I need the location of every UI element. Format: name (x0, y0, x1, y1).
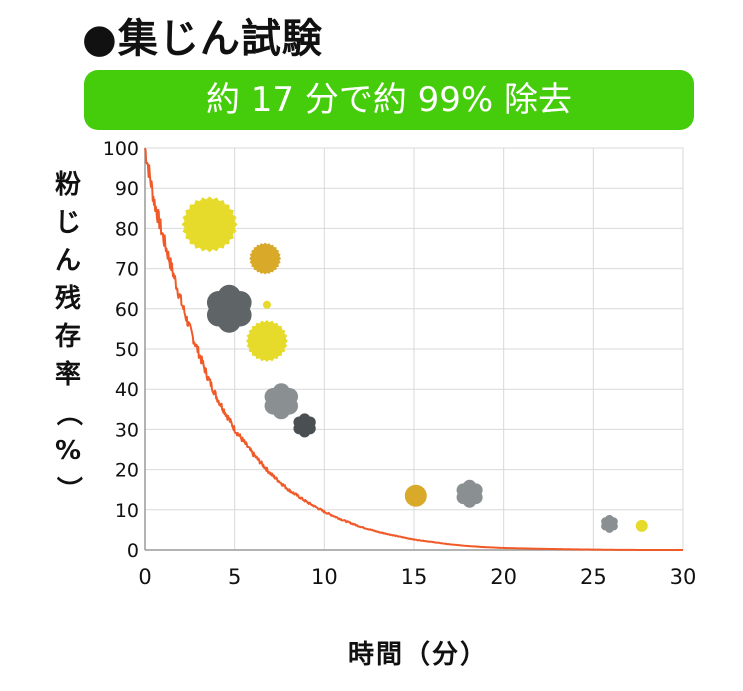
dust-particle (635, 519, 648, 532)
y-tick-label: 90 (115, 178, 139, 200)
y-tick-label: 20 (115, 460, 139, 482)
dust-particle (601, 514, 618, 533)
y-tick-label: 30 (115, 419, 139, 441)
dust-particle (404, 484, 427, 507)
dust-particle (245, 319, 288, 362)
dust-particle (181, 196, 238, 253)
dust-particle (249, 242, 282, 275)
y-tick-label: 80 (115, 218, 139, 240)
dust-particle (206, 284, 252, 333)
x-axis-label: 時間（分） (348, 640, 489, 670)
y-tick-label: 0 (127, 540, 139, 562)
x-tick-label: 0 (138, 565, 151, 589)
x-tick-label: 30 (670, 565, 697, 589)
y-tick-label: 40 (115, 379, 139, 401)
result-banner: 約 17 分で約 99% 除去 (84, 70, 694, 130)
dust-particle (456, 479, 483, 508)
x-tick-label: 5 (228, 565, 241, 589)
decay-curve-line (144, 147, 684, 551)
y-tick-label: 60 (115, 299, 139, 321)
dust-particle (264, 383, 299, 420)
x-tick-label: 15 (401, 565, 428, 589)
y-tick-label: 70 (115, 259, 139, 281)
x-tick-label: 10 (311, 565, 338, 589)
x-tick-label: 25 (580, 565, 607, 589)
y-tick-label: 10 (115, 500, 139, 522)
dust-particle (262, 300, 271, 309)
dust-particle (293, 413, 316, 438)
x-tick-label: 20 (490, 565, 517, 589)
y-tick-label: 100 (103, 138, 139, 160)
y-tick-label: 50 (115, 339, 139, 361)
chart-title: ●集じん試験 (82, 16, 323, 62)
y-axis-label: 粉じん残存率 （%） (53, 170, 83, 502)
